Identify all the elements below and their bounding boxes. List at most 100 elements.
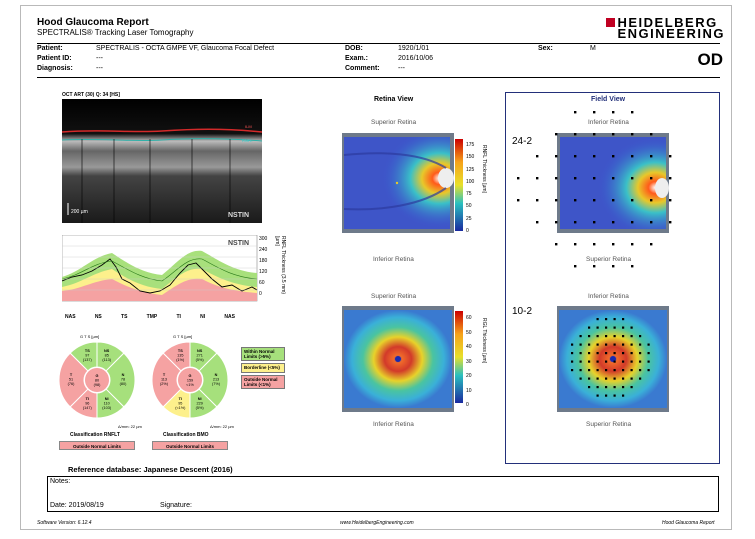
rgl-thickness-map bbox=[342, 306, 454, 412]
stimulus-point bbox=[593, 221, 596, 224]
stimulus-point bbox=[639, 360, 642, 363]
stimulus-point bbox=[650, 221, 653, 224]
sector-label: T bbox=[163, 373, 166, 377]
stimulus-point bbox=[630, 386, 633, 389]
y-tick: 120 bbox=[259, 269, 268, 275]
sector-label: 85 bbox=[105, 353, 109, 357]
stimulus-point bbox=[605, 394, 608, 397]
legend-borderline: Borderline (<5%) bbox=[241, 363, 285, 373]
software-version: Software Version: 6.12.4 bbox=[37, 520, 92, 526]
x-label: TS bbox=[121, 314, 128, 320]
x-label: NAS bbox=[224, 314, 235, 320]
stimulus-point bbox=[613, 386, 616, 389]
sector-label: 97 bbox=[85, 353, 89, 357]
sector-label: 213 bbox=[213, 378, 219, 382]
patient-value: SPECTRALIS - OCTA GMPE VF, Glaucoma Foca… bbox=[96, 45, 275, 52]
stimulus-point bbox=[596, 326, 599, 329]
field-upper-bottom-label: Superior Retina bbox=[586, 256, 632, 263]
stimulus-point bbox=[613, 377, 616, 380]
sector-label: TS bbox=[178, 349, 183, 353]
sector-center bbox=[178, 368, 202, 392]
cb-tick: 175 bbox=[466, 142, 475, 148]
field-grid-10-2: 10-2 bbox=[512, 306, 533, 317]
stimulus-point bbox=[613, 318, 616, 321]
cb-tick: 0 bbox=[466, 402, 469, 408]
cb-tick: 125 bbox=[466, 166, 475, 173]
sector-t bbox=[151, 352, 182, 408]
rnfl-colorbar-title: RNFL Thickness [µm] bbox=[481, 145, 487, 193]
stimulus-point bbox=[612, 155, 615, 158]
x-label: TI bbox=[176, 314, 181, 320]
center-label: <1% bbox=[186, 383, 194, 387]
stimulus-point bbox=[605, 326, 608, 329]
stimulus-point bbox=[579, 360, 582, 363]
stimulus-point bbox=[650, 243, 653, 246]
sector-label: (5%) bbox=[196, 406, 205, 410]
stimulus-point bbox=[630, 326, 633, 329]
sector-label: (147) bbox=[83, 406, 93, 410]
heidelberg-logo: HEIDELBERG ENGINEERING bbox=[606, 16, 725, 40]
stimulus-point bbox=[596, 377, 599, 380]
stimulus-point bbox=[647, 360, 650, 363]
center-label: (98) bbox=[94, 383, 101, 387]
stimulus-point bbox=[536, 177, 539, 180]
stimulus-point bbox=[622, 377, 625, 380]
stimulus-point bbox=[555, 221, 558, 224]
rgl-colorbar-title: RGL Thickness [µm] bbox=[481, 318, 487, 364]
stimulus-point bbox=[650, 199, 653, 202]
notes-box[interactable] bbox=[47, 476, 719, 512]
stimulus-point bbox=[612, 265, 615, 268]
stimulus-point bbox=[622, 326, 625, 329]
cb-tick: 40 bbox=[466, 344, 472, 350]
stimulus-point bbox=[631, 111, 634, 114]
stimulus-point bbox=[622, 386, 625, 389]
legend-within-normal: Within Normal Limits (>5%) bbox=[241, 347, 285, 361]
stimulus-point bbox=[639, 335, 642, 338]
stimulus-point bbox=[647, 369, 650, 372]
stimulus-point bbox=[639, 369, 642, 372]
stimulus-point bbox=[596, 343, 599, 346]
comment-label: Comment: bbox=[345, 65, 380, 72]
plot-y-axis-title: RNFL Thickness (3.5 mm) [µm] bbox=[274, 236, 286, 295]
sector-label: (2%) bbox=[160, 382, 169, 386]
stimulus-point bbox=[588, 377, 591, 380]
stimulus-point bbox=[612, 243, 615, 246]
plot-y-ticks: 300 240 180 120 60 0 bbox=[259, 234, 267, 300]
sector-label: (113) bbox=[102, 358, 111, 362]
stimulus-point bbox=[630, 335, 633, 338]
stimulus-point bbox=[574, 177, 577, 180]
cb-tick: 50 bbox=[466, 329, 472, 336]
stimulus-point bbox=[588, 335, 591, 338]
stimulus-point bbox=[579, 369, 582, 372]
stimulus-point bbox=[622, 394, 625, 397]
stimulus-point bbox=[613, 326, 616, 329]
sector-label: 110 bbox=[104, 402, 110, 406]
stimulus-point bbox=[650, 133, 653, 136]
stimulus-point bbox=[631, 177, 634, 180]
center-label: 159 bbox=[187, 379, 193, 383]
stimulus-point bbox=[555, 199, 558, 202]
stimulus-point bbox=[571, 369, 574, 372]
stimulus-point bbox=[630, 343, 633, 346]
stimulus-point bbox=[631, 243, 634, 246]
stimulus-point bbox=[639, 343, 642, 346]
sector-label: (7%) bbox=[212, 382, 221, 386]
classification-bmo: Classification BMO bbox=[163, 432, 209, 438]
stimulus-point bbox=[596, 394, 599, 397]
dob-label: DOB: bbox=[345, 45, 363, 52]
stimulus-point bbox=[555, 155, 558, 158]
stimulus-point bbox=[612, 133, 615, 136]
stimulus-point bbox=[588, 360, 591, 363]
right-circle-header: G T S [µm] bbox=[173, 334, 193, 339]
field-view-frame bbox=[505, 92, 720, 464]
sector-label: 271 bbox=[197, 353, 203, 357]
stimulus-point bbox=[669, 177, 672, 180]
stimulus-point bbox=[579, 343, 582, 346]
stimulus-point bbox=[579, 377, 582, 380]
oct-bscan-image bbox=[62, 99, 262, 223]
x-label: NAS bbox=[65, 314, 76, 320]
retina-upper-top-label: Superior Retina bbox=[371, 119, 417, 126]
field-lower-top-label: Inferior Retina bbox=[588, 293, 629, 300]
website-link[interactable]: www.HeidelbergEngineering.com bbox=[340, 520, 414, 526]
stimulus-point bbox=[622, 318, 625, 321]
